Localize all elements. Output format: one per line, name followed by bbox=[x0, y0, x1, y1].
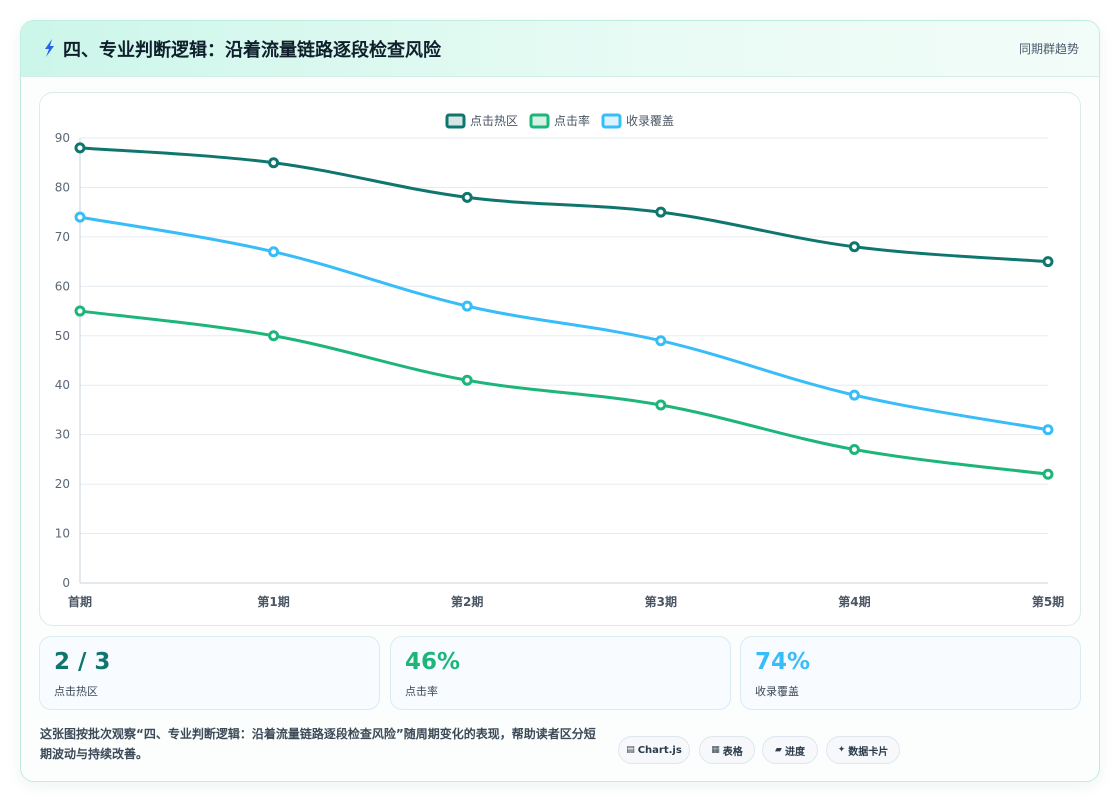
chart-card: 四、专业判断逻辑：沿着流量链路逐段检查风险 同期群趋势 0 10 20 30 40 50 6… bbox=[20, 20, 1100, 782]
legend-label: 点击热区 bbox=[470, 114, 518, 128]
stat-value: 74% bbox=[755, 649, 811, 675]
data-point bbox=[268, 330, 280, 342]
legend-label: 收录覆盖 bbox=[626, 114, 674, 128]
stat-value: 2 / 3 bbox=[54, 649, 111, 675]
chip-table[interactable]: ▦ 表格 bbox=[699, 736, 755, 764]
data-point bbox=[655, 206, 667, 218]
y-tick-label: 20 bbox=[55, 477, 70, 491]
data-point bbox=[74, 142, 86, 154]
data-point bbox=[268, 157, 280, 169]
data-point bbox=[848, 444, 860, 455]
y-tick-label: 70 bbox=[55, 230, 70, 244]
stat-card-ctr: 46% 点击率 bbox=[390, 636, 731, 710]
data-point bbox=[1042, 424, 1054, 436]
stat-card-click-heatmap: 2 / 3 点击热区 bbox=[39, 636, 380, 710]
legend-swatch bbox=[601, 113, 622, 129]
card-header: 四、专业判断逻辑：沿着流量链路逐段检查风险 同期群趋势 bbox=[21, 21, 1099, 77]
data-point bbox=[74, 211, 86, 223]
data-point bbox=[461, 374, 473, 386]
chip-progress[interactable]: ▰ 进度 bbox=[762, 736, 818, 764]
chip-data-card[interactable]: ✦ 数据卡片 bbox=[826, 736, 900, 764]
data-point bbox=[1042, 468, 1054, 480]
stat-label: 点击率 bbox=[405, 685, 438, 698]
chip-label: 进度 bbox=[784, 746, 805, 758]
x-tick-label: 第5期 bbox=[1032, 594, 1064, 609]
data-point bbox=[1042, 256, 1054, 268]
series-line-3 bbox=[78, 215, 1050, 432]
chart-panel: 0 10 20 30 40 50 60 70 80 90 首期 第1期 第2期 第3期 第4期 第5期 点击热区… bbox=[39, 92, 1081, 626]
data-point bbox=[848, 389, 860, 401]
lightning-icon bbox=[45, 39, 54, 57]
stat-card-index-coverage: 74% 收录覆盖 bbox=[740, 636, 1081, 710]
line-chart: 0 10 20 30 40 50 60 70 80 90 首期 第1期 第2期 第3期 第4期 第5期 点击热区… bbox=[55, 113, 1064, 609]
chart-icon: ▤ bbox=[626, 745, 635, 755]
y-tick-label: 10 bbox=[55, 527, 70, 541]
data-point bbox=[655, 399, 667, 411]
y-tick-label: 80 bbox=[55, 180, 70, 194]
sparkle-icon: ✦ bbox=[837, 745, 846, 755]
x-tick-label: 第2期 bbox=[451, 594, 483, 609]
stat-value: 46% bbox=[405, 649, 461, 675]
legend-swatch bbox=[445, 113, 466, 129]
y-tick-label: 50 bbox=[55, 329, 70, 343]
chip-label: 表格 bbox=[722, 746, 743, 758]
y-tick-label: 90 bbox=[55, 131, 70, 145]
data-point bbox=[461, 191, 473, 203]
series-line-1 bbox=[78, 146, 1050, 264]
x-tick-label: 第3期 bbox=[645, 594, 677, 609]
chart-description: 这张图按批次观察“四、专业判断逻辑：沿着流量链路逐段检查风险”随周期变化的表现，… bbox=[40, 727, 596, 761]
chip-chartjs[interactable]: ▤ Chart.js bbox=[618, 736, 690, 764]
data-point bbox=[848, 241, 860, 253]
data-point bbox=[655, 335, 667, 347]
chip-label: 数据卡片 bbox=[848, 746, 889, 758]
progress-icon: ▰ bbox=[775, 745, 782, 755]
legend-swatch bbox=[529, 113, 550, 129]
page-title: 四、专业判断逻辑：沿着流量链路逐段检查风险 bbox=[63, 40, 441, 61]
data-point bbox=[74, 305, 86, 317]
cohort-trend-link[interactable]: 同期群趋势 bbox=[1018, 42, 1079, 56]
legend-label: 点击率 bbox=[554, 113, 590, 128]
table-icon: ▦ bbox=[711, 745, 720, 755]
y-tick-label: 0 bbox=[62, 576, 70, 590]
data-point bbox=[268, 246, 280, 258]
data-point bbox=[461, 300, 473, 312]
stat-label: 收录覆盖 bbox=[755, 685, 799, 698]
x-tick-label: 第1期 bbox=[257, 594, 289, 609]
stat-label: 点击热区 bbox=[54, 685, 98, 698]
y-tick-label: 30 bbox=[55, 428, 70, 442]
chip-label: Chart.js bbox=[637, 744, 682, 756]
series-line-2 bbox=[78, 309, 1050, 476]
x-tick-label: 第4期 bbox=[838, 594, 870, 609]
x-tick-label: 首期 bbox=[68, 594, 92, 609]
y-tick-label: 60 bbox=[55, 279, 70, 293]
y-tick-label: 40 bbox=[55, 378, 70, 392]
